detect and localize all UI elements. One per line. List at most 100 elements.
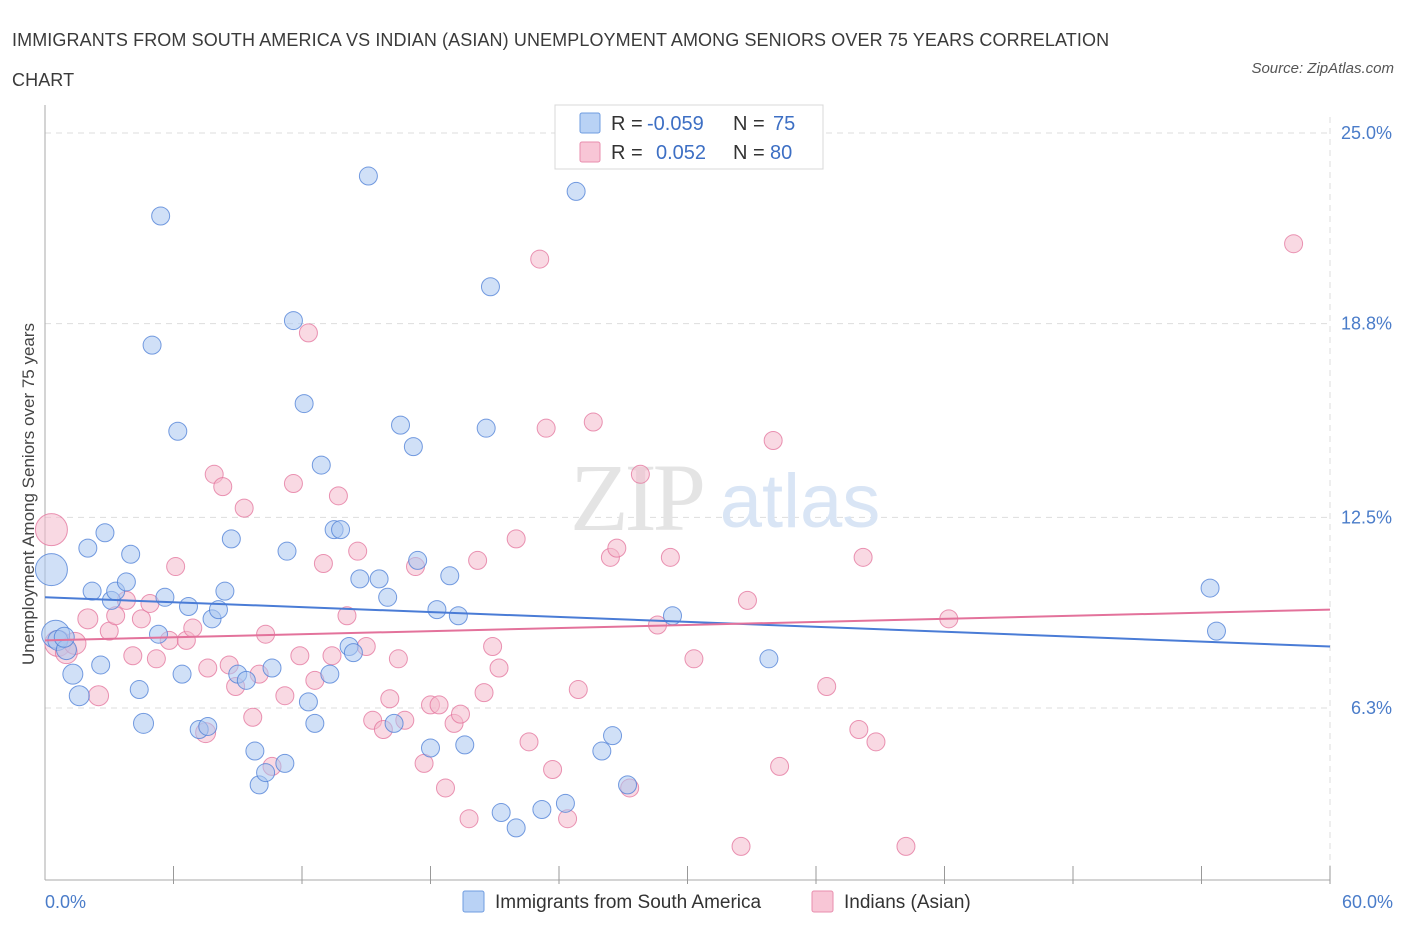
pink-point [817, 676, 837, 696]
bottom-legend-blue-label: Immigrants from South America [495, 892, 762, 913]
blue-point [311, 455, 331, 475]
pink-point [489, 658, 509, 678]
pink-point [853, 547, 873, 567]
x-tick-label-min: 0.0% [45, 892, 86, 912]
blue-point [403, 437, 423, 457]
blue-point [350, 569, 370, 589]
y-tick-label: 25.0% [1341, 123, 1392, 143]
bottom-legend: Immigrants from South America Indians (A… [462, 890, 971, 913]
pink-point [530, 249, 550, 269]
chart-title: IMMIGRANTS FROM SOUTH AMERICA VS INDIAN … [12, 30, 1110, 90]
blue-point [129, 680, 149, 700]
blue-point [384, 713, 404, 733]
blue-point [618, 775, 638, 795]
pink-point [450, 704, 470, 724]
legend-pink-r-label: R = [611, 142, 643, 164]
blue-point [283, 311, 303, 331]
pink-point [146, 649, 166, 669]
axes [44, 105, 1331, 884]
pink-point [483, 637, 503, 657]
blue-point [178, 597, 198, 617]
blue-point [172, 664, 192, 684]
blue-point [305, 713, 325, 733]
pink-point [866, 732, 886, 752]
blue-point [448, 606, 468, 626]
tick-labels: 6.3% 12.5% 18.8% 25.0% 0.0% 60.0% [45, 123, 1393, 912]
blue-point [151, 206, 171, 226]
pink-point [34, 513, 68, 547]
pink-point [88, 685, 110, 707]
pink-point [298, 323, 318, 343]
blue-point [421, 738, 440, 758]
blue-point [369, 569, 389, 589]
blue-point [155, 587, 175, 607]
pink-point [468, 550, 488, 570]
blue-point [277, 541, 297, 561]
blue-point [82, 581, 102, 601]
pink-point [543, 759, 563, 779]
watermark-atlas: atlas [720, 459, 881, 544]
pink-point [290, 646, 310, 666]
legend-blue-swatch [579, 112, 601, 134]
x-tick-label-max: 60.0% [1342, 892, 1393, 912]
blue-point [121, 544, 141, 564]
blue-point [95, 523, 115, 543]
blue-point [331, 520, 351, 540]
pink-point [388, 649, 408, 669]
pink-point [506, 529, 526, 549]
pink-point [770, 756, 790, 776]
blue-point [320, 664, 340, 684]
pink-point [660, 547, 680, 567]
pink-point [630, 464, 650, 484]
blue-point [68, 685, 90, 707]
legend-blue-n-value: 75 [773, 113, 795, 135]
blue-point [427, 600, 447, 620]
pink-point [429, 695, 449, 715]
blue-point [566, 181, 586, 201]
pink-point [1284, 234, 1304, 254]
blue-point [343, 643, 363, 663]
pink-point [731, 836, 751, 856]
blue-point [476, 418, 496, 438]
blue-point [555, 793, 575, 813]
blue-point [294, 394, 314, 414]
y-tick-label: 18.8% [1341, 314, 1392, 334]
top-legend: R = -0.059 N = 75 R = 0.052 N = 80 [554, 104, 824, 170]
blue-point [245, 741, 265, 761]
source-label: Source: ZipAtlas.com [1251, 60, 1394, 77]
pink-point [763, 430, 783, 450]
blue-point [592, 741, 612, 761]
pink-point [213, 477, 233, 497]
blue-point [1200, 578, 1220, 598]
pink-point [896, 836, 916, 856]
blue-point [256, 763, 276, 783]
pink-point [123, 646, 143, 666]
blue-point [198, 716, 218, 736]
pink-point [313, 553, 333, 573]
bottom-legend-pink-swatch [811, 890, 834, 913]
pink-point [198, 658, 218, 678]
blue-point [62, 663, 84, 685]
blue-point [34, 553, 68, 587]
bottom-legend-pink-label: Indians (Asian) [844, 892, 971, 913]
blue-point [221, 529, 241, 549]
blue-point [506, 818, 526, 838]
legend-pink-r-value: 0.052 [656, 142, 706, 164]
blue-point [480, 277, 500, 297]
y-tick-label: 12.5% [1341, 507, 1392, 527]
pink-point [459, 809, 479, 829]
pink-point [234, 498, 254, 518]
pink-point [737, 590, 757, 610]
pink-point [337, 606, 357, 626]
blue-point [78, 538, 98, 558]
legend-pink-n-label: N = [733, 142, 765, 164]
blue-point [603, 726, 623, 746]
blue-point [275, 753, 295, 773]
blue-point [236, 670, 256, 690]
y-tick-label: 6.3% [1351, 698, 1392, 718]
blue-point [1206, 621, 1226, 641]
pink-point [536, 418, 556, 438]
pink-point [166, 557, 186, 577]
pink-point [77, 608, 99, 630]
